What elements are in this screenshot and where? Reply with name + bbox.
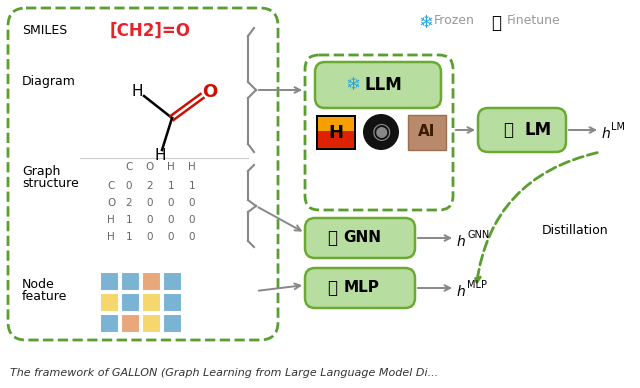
Text: 0: 0 — [168, 198, 174, 208]
FancyBboxPatch shape — [305, 218, 415, 258]
Text: 0: 0 — [147, 198, 153, 208]
Bar — [142, 293, 161, 312]
Text: $h$: $h$ — [601, 126, 611, 141]
FancyBboxPatch shape — [315, 62, 441, 108]
Text: GNN: GNN — [467, 230, 489, 240]
Text: H: H — [188, 162, 196, 172]
Text: 0: 0 — [125, 181, 132, 191]
Text: SMILES: SMILES — [22, 24, 67, 37]
Text: ❄: ❄ — [346, 76, 360, 94]
Text: 0: 0 — [147, 232, 153, 242]
Text: Distillation: Distillation — [541, 223, 608, 237]
Text: 2: 2 — [125, 198, 132, 208]
Text: MLP: MLP — [344, 281, 380, 296]
Text: 0: 0 — [147, 215, 153, 225]
Text: O: O — [146, 162, 154, 172]
Text: 0: 0 — [189, 198, 195, 208]
Text: LM: LM — [611, 122, 625, 132]
Text: 0: 0 — [168, 232, 174, 242]
Text: 0: 0 — [189, 232, 195, 242]
FancyBboxPatch shape — [8, 8, 278, 340]
Bar — [163, 272, 182, 291]
Bar — [121, 272, 140, 291]
Text: H: H — [107, 232, 115, 242]
Text: [CH2]=O: [CH2]=O — [110, 22, 191, 40]
Bar — [408, 115, 446, 150]
Circle shape — [363, 114, 399, 150]
Text: ◉: ◉ — [371, 122, 390, 142]
Text: ❄: ❄ — [418, 14, 433, 32]
Bar — [318, 117, 354, 131]
Text: H: H — [328, 124, 344, 142]
Text: 1: 1 — [189, 181, 195, 191]
Bar — [163, 314, 182, 333]
Text: Graph: Graph — [22, 165, 60, 178]
Bar — [316, 115, 356, 150]
Text: $h$: $h$ — [456, 234, 466, 249]
Text: O: O — [107, 198, 115, 208]
Text: MLP: MLP — [467, 280, 487, 290]
Text: $h$: $h$ — [456, 284, 466, 299]
FancyBboxPatch shape — [305, 268, 415, 308]
Text: C: C — [107, 181, 115, 191]
FancyBboxPatch shape — [305, 55, 453, 210]
Text: Diagram: Diagram — [22, 75, 76, 88]
Bar — [142, 272, 161, 291]
Text: C: C — [125, 162, 132, 172]
Bar — [163, 293, 182, 312]
Text: 1: 1 — [168, 181, 174, 191]
Text: structure: structure — [22, 177, 79, 190]
Text: O: O — [202, 83, 218, 101]
Text: Node: Node — [22, 278, 55, 291]
Text: H: H — [167, 162, 175, 172]
Text: H: H — [107, 215, 115, 225]
Text: GNN: GNN — [343, 230, 381, 246]
Text: Finetune: Finetune — [507, 14, 561, 27]
Text: LLM: LLM — [364, 76, 402, 94]
Text: H: H — [154, 149, 166, 163]
Text: feature: feature — [22, 290, 67, 303]
Text: H: H — [131, 85, 143, 99]
Bar — [142, 314, 161, 333]
Text: LM: LM — [524, 121, 552, 139]
FancyBboxPatch shape — [478, 108, 566, 152]
Text: 🔥: 🔥 — [327, 229, 337, 247]
Text: 🔥: 🔥 — [491, 14, 501, 32]
Text: 0: 0 — [168, 215, 174, 225]
Bar — [121, 314, 140, 333]
Bar — [100, 272, 119, 291]
Bar — [121, 293, 140, 312]
Text: 2: 2 — [147, 181, 154, 191]
Text: 🔥: 🔥 — [327, 279, 337, 297]
Bar — [318, 131, 354, 148]
Bar — [100, 314, 119, 333]
Text: The framework of GALLON (Graph Learning from Large Language Model Di...: The framework of GALLON (Graph Learning … — [10, 368, 438, 378]
Bar — [100, 293, 119, 312]
Text: AI: AI — [419, 125, 436, 140]
Text: 0: 0 — [189, 215, 195, 225]
Text: 1: 1 — [125, 215, 132, 225]
Text: 1: 1 — [125, 232, 132, 242]
Text: Frozen: Frozen — [434, 14, 475, 27]
Text: 🔥: 🔥 — [503, 121, 513, 139]
